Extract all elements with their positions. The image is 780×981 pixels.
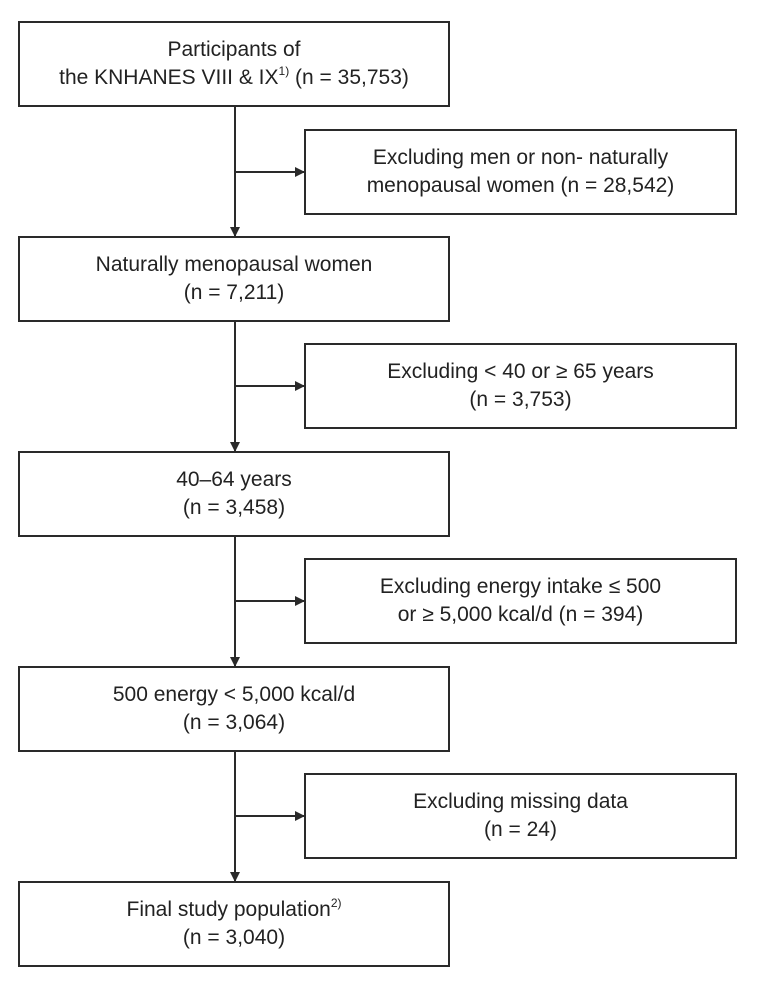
exclusion-4-line2: (n = 24) bbox=[484, 818, 557, 841]
menopausal-women-box: Naturally menopausal women (n = 7,211) bbox=[18, 236, 450, 322]
exclusion-box-2: Excluding < 40 or ≥ 65 years (n = 3,753) bbox=[304, 343, 737, 429]
age-40-64-line1: 40–64 years bbox=[176, 468, 292, 491]
age-40-64-line2: (n = 3,458) bbox=[182, 496, 286, 519]
final-population-text: Final study population bbox=[126, 898, 331, 921]
exclusion-1-line2: menopausal women (n = 28,542) bbox=[366, 174, 675, 197]
exclusion-4-line1: Excluding missing data bbox=[413, 790, 628, 813]
participants-line2: the KNHANES VIII & IX1) (n = 35,753) bbox=[59, 64, 409, 92]
energy-range-box: 500 energy < 5,000 kcal/d (n = 3,064) bbox=[18, 666, 450, 752]
energy-range-line2: (n = 3,064) bbox=[182, 711, 286, 734]
participants-line1: Participants of bbox=[167, 38, 301, 61]
participants-line2-text: the KNHANES VIII & IX bbox=[59, 66, 279, 89]
menopausal-women-line2: (n = 7,211) bbox=[183, 281, 285, 304]
exclusion-3-line2: or ≥ 5,000 kcal/d (n = 394) bbox=[397, 603, 644, 626]
energy-range-line1: 500 energy < 5,000 kcal/d bbox=[112, 683, 356, 706]
footnote-2-marker: 2) bbox=[330, 896, 342, 910]
exclusion-box-3: Excluding energy intake ≤ 500 or ≥ 5,000… bbox=[304, 558, 737, 644]
exclusion-3-line1: Excluding energy intake ≤ 500 bbox=[379, 575, 662, 598]
menopausal-women-line1: Naturally menopausal women bbox=[95, 253, 373, 276]
exclusion-2-line1: Excluding < 40 or ≥ 65 years bbox=[387, 360, 654, 383]
exclusion-box-1: Excluding men or non- naturally menopaus… bbox=[304, 129, 737, 215]
exclusion-2-line2: (n = 3,753) bbox=[469, 388, 572, 411]
participants-count: (n = 35,753) bbox=[289, 66, 409, 89]
age-40-64-box: 40–64 years (n = 3,458) bbox=[18, 451, 450, 537]
exclusion-box-4: Excluding missing data (n = 24) bbox=[304, 773, 737, 859]
final-population-line2: (n = 3,040) bbox=[182, 926, 286, 949]
final-population-line1: Final study population2) bbox=[127, 896, 342, 924]
final-population-box: Final study population2) (n = 3,040) bbox=[18, 881, 450, 967]
footnote-1-marker: 1) bbox=[278, 64, 290, 78]
participants-box: Participants of the KNHANES VIII & IX1) … bbox=[18, 21, 450, 107]
exclusion-1-line1: Excluding men or non- naturally bbox=[372, 146, 669, 169]
